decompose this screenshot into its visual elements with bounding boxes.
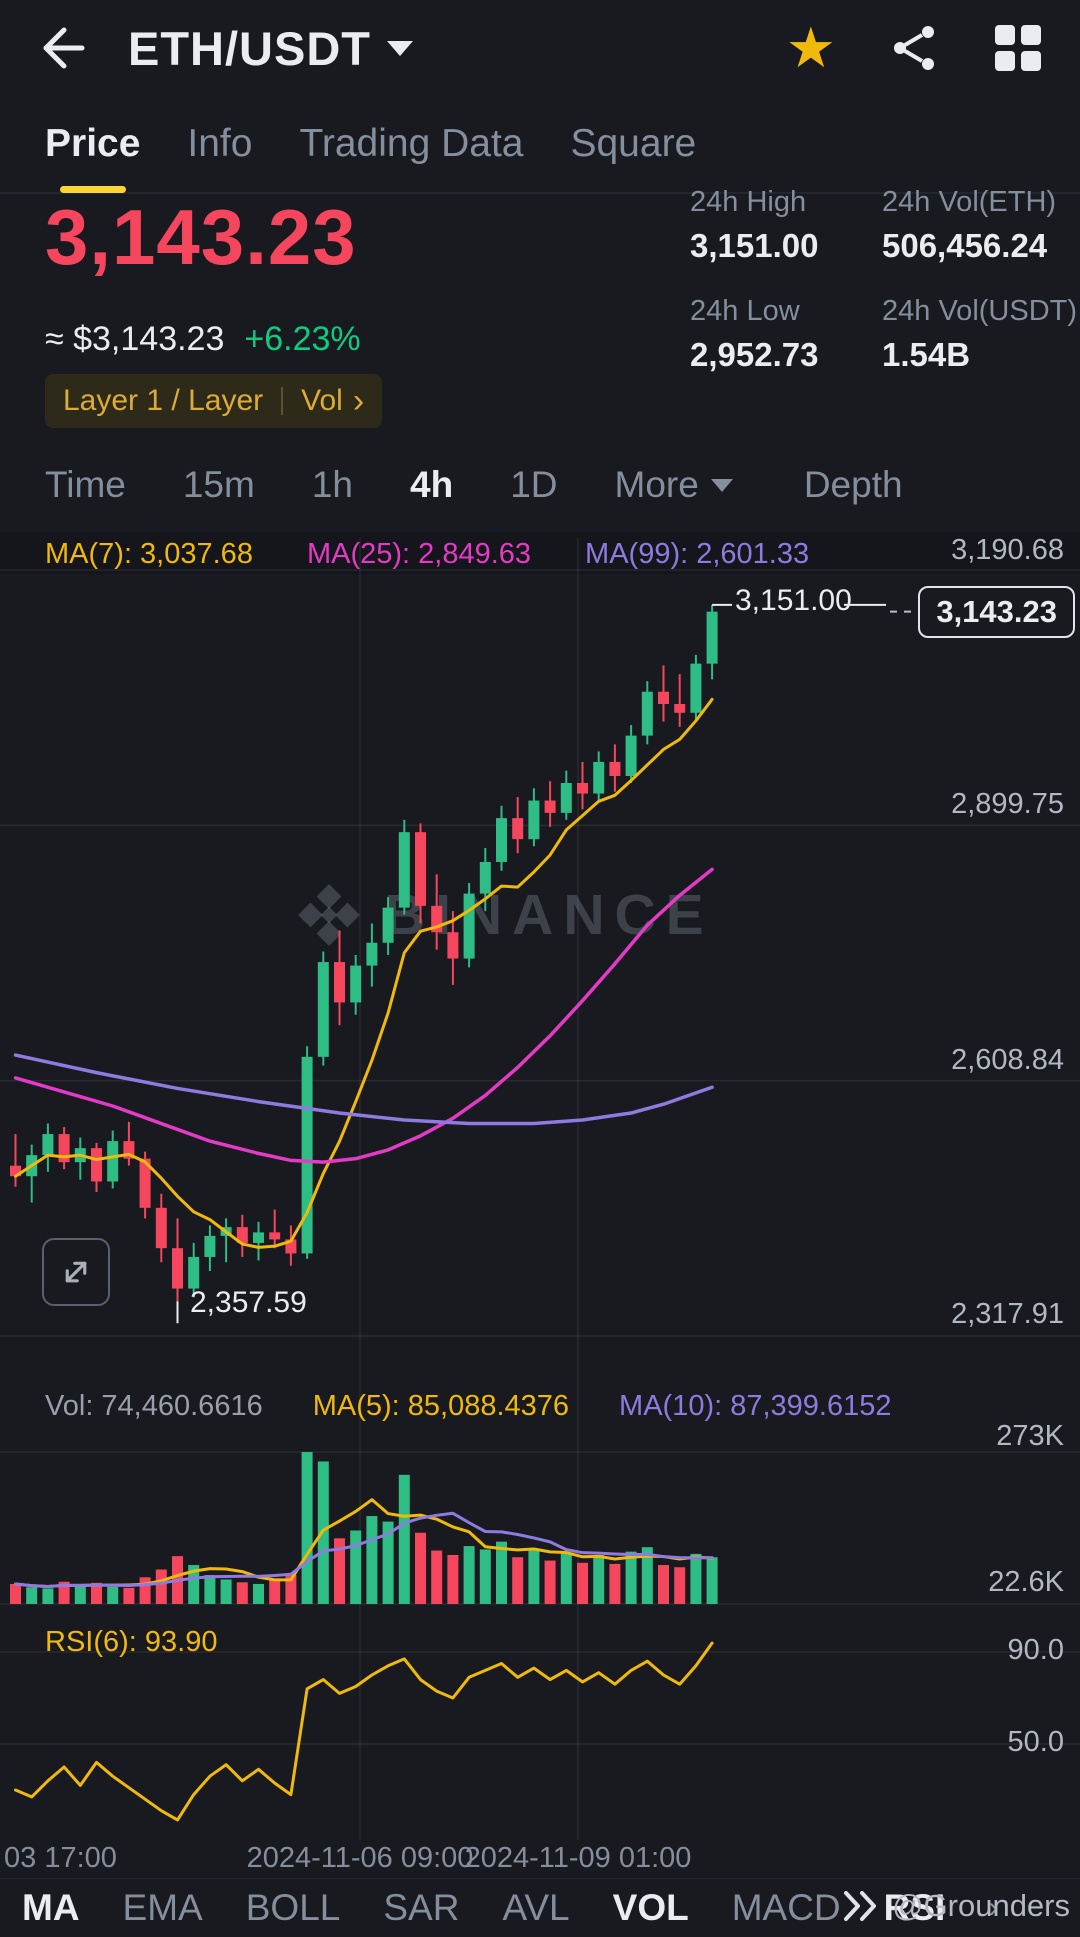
low-price-marker: 2,357.59 bbox=[190, 1286, 307, 1319]
stat-label: 24h Vol(ETH) bbox=[882, 186, 1057, 218]
watermark-icon bbox=[844, 1891, 877, 1921]
volume-label: Vol: 74,460.6616 bbox=[45, 1390, 263, 1422]
time-axis-label-2: 2024-11-06 09:00 bbox=[246, 1842, 474, 1874]
timeframe-1d[interactable]: 1D bbox=[510, 464, 558, 505]
indicator-boll[interactable]: BOLL bbox=[245, 1887, 341, 1928]
category-tag-badge[interactable]: Layer 1 / Layer Vol › bbox=[45, 374, 383, 428]
tab-square[interactable]: Square bbox=[570, 122, 697, 165]
indicator-bar: MA EMA BOLL SAR AVL VOL MACD RSI › bbox=[0, 1878, 1080, 1937]
timeframe-4h[interactable]: 4h bbox=[410, 464, 454, 505]
rsi-label: RSI(6): 93.90 bbox=[45, 1626, 218, 1658]
timeframe-1h[interactable]: 1h bbox=[311, 464, 353, 505]
stat-value: 506,456.24 bbox=[882, 227, 1048, 264]
tag-chevron-icon: › bbox=[352, 382, 365, 420]
approx-fiat-price: ≈ $3,143.23 bbox=[45, 320, 225, 358]
indicator-ema[interactable]: EMA bbox=[122, 1887, 203, 1928]
more-label: More bbox=[614, 464, 699, 505]
stat-label: 24h High bbox=[690, 186, 807, 218]
depth-button[interactable]: Depth bbox=[803, 464, 903, 505]
timeframe-time[interactable]: Time bbox=[45, 464, 126, 505]
time-axis-label-1: 03 17:00 bbox=[4, 1842, 117, 1874]
stat-24h-high: 24h High 3,151.00 bbox=[690, 186, 856, 265]
change-percent: +6.23% bbox=[244, 320, 361, 358]
indicator-ma[interactable]: MA bbox=[22, 1887, 80, 1928]
last-price: 3,143.23 bbox=[45, 193, 357, 281]
indicator-sar[interactable]: SAR bbox=[383, 1887, 460, 1928]
tag-right-label: Vol bbox=[301, 384, 343, 417]
indicator-rsi[interactable]: RSI bbox=[883, 1887, 946, 1928]
ma99-label: MA(99): 2,601.33 bbox=[585, 538, 810, 570]
header-bar: ETH/USDT ★ bbox=[0, 0, 1080, 96]
pair-dropdown-caret-icon[interactable] bbox=[387, 40, 413, 56]
stat-label: 24h Vol(USDT) bbox=[882, 295, 1078, 327]
volume-axis-label-max: 273K bbox=[996, 1420, 1064, 1452]
stat-24h-low: 24h Low 2,952.73 bbox=[690, 295, 856, 374]
watermark-handle: @Grounders bbox=[892, 1888, 1070, 1923]
pair-title[interactable]: ETH/USDT bbox=[128, 21, 371, 75]
more-timeframes-button[interactable]: More bbox=[615, 464, 733, 506]
layout-grid-icon[interactable] bbox=[992, 22, 1044, 74]
rsi-axis-label-90: 90.0 bbox=[1007, 1634, 1064, 1666]
tab-price[interactable]: Price bbox=[45, 95, 140, 193]
share-icon[interactable] bbox=[888, 22, 940, 74]
volume-labels-row: Vol: 74,460.6616 MA(5): 85,088.4376 MA(1… bbox=[45, 1390, 892, 1423]
stat-value: 3,151.00 bbox=[690, 227, 819, 264]
ma-labels-row: MA(7): 3,037.68 MA(25): 2,849.63 MA(99):… bbox=[45, 538, 809, 571]
tab-info[interactable]: Info bbox=[187, 122, 253, 165]
volume-ma5-label: MA(5): 85,088.4376 bbox=[312, 1390, 570, 1422]
volume-ma10-label: MA(10): 87,399.6152 bbox=[619, 1390, 892, 1422]
tab-trading-data[interactable]: Trading Data bbox=[299, 122, 524, 165]
ma-label-strip bbox=[0, 532, 1080, 574]
price-approx-row: ≈ $3,143.23 +6.23% bbox=[45, 320, 361, 359]
volume-axis-label-min: 22.6K bbox=[988, 1566, 1064, 1598]
time-axis-label-3: 2024-11-09 01:00 bbox=[464, 1842, 692, 1874]
time-axis: 03 17:00 2024-11-06 09:00 2024-11-09 01:… bbox=[0, 1842, 1080, 1878]
stat-24h-vol-eth: 24h Vol(ETH) 506,456.24 bbox=[882, 186, 1080, 265]
indicator-macd[interactable]: MACD bbox=[731, 1887, 841, 1928]
tag-left-label: Layer 1 / Layer bbox=[63, 384, 264, 417]
ma7-label: MA(7): 3,037.68 bbox=[45, 538, 253, 570]
timeframe-toolbar: Time 15m 1h 4h 1D More Depth bbox=[0, 452, 1080, 518]
expand-arrows-icon bbox=[65, 1261, 87, 1283]
creator-watermark: @Grounders bbox=[842, 1888, 1070, 1924]
price-axis-label-1: 3,190.68 bbox=[951, 534, 1064, 566]
favorite-star-icon[interactable]: ★ bbox=[785, 16, 836, 79]
stats-grid: 24h High 3,151.00 24h Vol(ETH) 506,456.2… bbox=[690, 186, 1080, 374]
top-tabs: Price Info Trading Data Square bbox=[0, 96, 1080, 194]
stat-24h-vol-usdt: 24h Vol(USDT) 1.54B bbox=[882, 295, 1080, 374]
price-axis-label-4: 2,317.91 bbox=[951, 1298, 1064, 1330]
indicator-avl[interactable]: AVL bbox=[502, 1887, 570, 1928]
timeframe-15m[interactable]: 15m bbox=[182, 464, 255, 505]
expand-chart-button[interactable] bbox=[42, 1238, 110, 1306]
stat-value: 2,952.73 bbox=[690, 336, 819, 373]
high-price-marker: 3,151.00 bbox=[735, 584, 852, 617]
rsi-axis-label-50: 50.0 bbox=[1007, 1726, 1064, 1758]
ma25-label: MA(25): 2,849.63 bbox=[306, 538, 532, 570]
price-axis-label-3: 2,608.84 bbox=[951, 1044, 1064, 1076]
stat-label: 24h Low bbox=[690, 295, 800, 327]
indicator-vol[interactable]: VOL bbox=[612, 1887, 689, 1928]
binance-logo-icon bbox=[298, 884, 360, 946]
last-price-tag: 3,143.23 bbox=[918, 586, 1075, 638]
stat-value: 1.54B bbox=[882, 336, 971, 373]
tag-divider bbox=[281, 387, 284, 415]
back-arrow-icon[interactable] bbox=[36, 22, 88, 74]
more-caret-icon bbox=[710, 478, 733, 492]
indicator-scroll-chevron-icon[interactable]: › bbox=[988, 1891, 999, 1924]
price-axis-label-2: 2,899.75 bbox=[951, 788, 1064, 820]
